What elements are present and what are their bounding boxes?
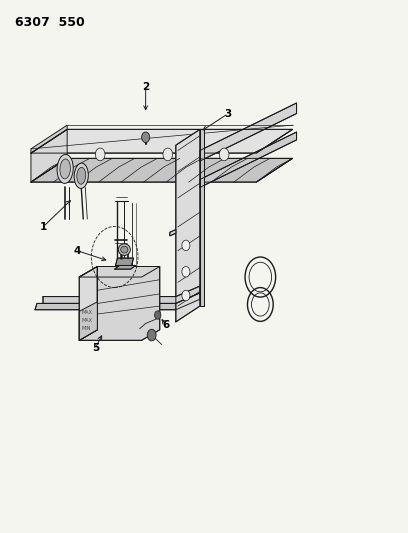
Circle shape: [219, 148, 229, 161]
Circle shape: [142, 132, 150, 142]
Ellipse shape: [60, 159, 71, 179]
Text: 6: 6: [162, 319, 169, 329]
Polygon shape: [35, 293, 200, 310]
Polygon shape: [43, 286, 200, 303]
Text: 6307  550: 6307 550: [15, 16, 84, 29]
Text: 4: 4: [73, 246, 81, 256]
Ellipse shape: [118, 244, 130, 255]
Text: MIN: MIN: [82, 326, 91, 331]
Text: 1: 1: [40, 222, 47, 232]
Circle shape: [182, 290, 190, 301]
Polygon shape: [31, 130, 67, 182]
Circle shape: [182, 240, 190, 251]
Text: MAX: MAX: [82, 310, 93, 315]
Polygon shape: [115, 258, 133, 265]
Polygon shape: [200, 103, 297, 161]
Polygon shape: [31, 158, 293, 182]
Polygon shape: [79, 266, 160, 277]
Polygon shape: [31, 130, 293, 153]
Polygon shape: [79, 266, 98, 341]
Circle shape: [182, 266, 190, 277]
Ellipse shape: [77, 167, 86, 184]
Polygon shape: [79, 302, 98, 341]
Polygon shape: [200, 130, 204, 306]
Polygon shape: [170, 230, 176, 236]
Text: MAX: MAX: [82, 318, 93, 323]
Polygon shape: [200, 132, 297, 188]
Polygon shape: [115, 265, 135, 269]
Text: 5: 5: [92, 343, 99, 353]
Polygon shape: [176, 130, 200, 322]
Circle shape: [147, 329, 156, 341]
Polygon shape: [31, 125, 67, 153]
Polygon shape: [79, 266, 160, 341]
Circle shape: [155, 311, 161, 319]
Circle shape: [95, 148, 105, 161]
Ellipse shape: [57, 155, 73, 183]
Ellipse shape: [74, 163, 88, 189]
Circle shape: [163, 148, 173, 161]
Ellipse shape: [121, 246, 128, 253]
Text: 2: 2: [142, 82, 149, 92]
Text: 3: 3: [224, 109, 232, 118]
